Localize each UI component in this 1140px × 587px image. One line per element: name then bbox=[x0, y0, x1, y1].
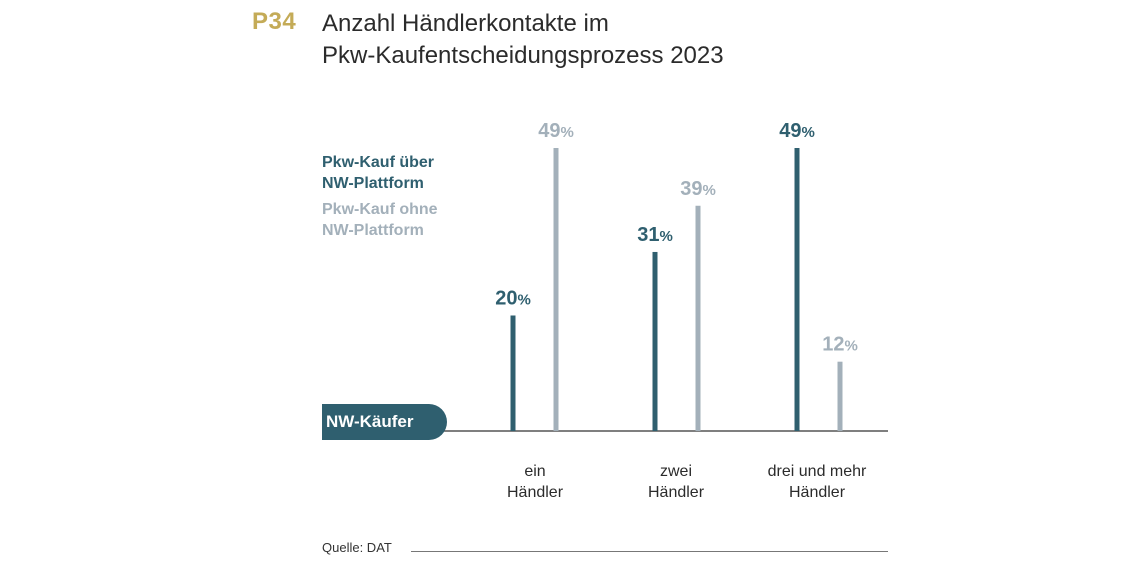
data-label-s2-c1: 49% bbox=[538, 120, 574, 142]
chart-title-line-1: Anzahl Händlerkontakte im bbox=[322, 10, 609, 37]
chart-title-line-2: Pkw-Kaufentscheidungsprozess 2023 bbox=[322, 42, 724, 69]
bars-group: 20% 31% 49% 49% 39% 12% bbox=[495, 120, 858, 431]
data-label-s1-c1: 20% bbox=[495, 287, 531, 309]
category-label-3-line-1: drei und mehr bbox=[767, 463, 867, 480]
data-label-s2-c2: 39% bbox=[680, 178, 716, 200]
category-label-2: zwei Händler bbox=[596, 461, 756, 503]
bar-s2-c3 bbox=[837, 361, 843, 431]
category-label-1-line-1: ein bbox=[524, 463, 546, 480]
category-label-3: drei und mehr Händler bbox=[737, 461, 897, 503]
legend-series-2-line-2: NW-Plattform bbox=[322, 222, 424, 239]
category-label-2-line-2: Händler bbox=[647, 484, 705, 501]
nw-kaeufer-badge: NW-Käufer bbox=[322, 404, 447, 440]
legend-series-1-line-1: Pkw-Kauf über bbox=[322, 154, 435, 171]
data-label-s1-c3: 49% bbox=[779, 120, 815, 142]
chart-code: P34 bbox=[252, 8, 297, 35]
bar-s2-c2 bbox=[695, 205, 701, 431]
bar-s1-c3 bbox=[794, 148, 800, 431]
source-rule bbox=[411, 551, 888, 552]
legend-series-1-line-2: NW-Plattform bbox=[322, 175, 424, 192]
legend-series-2-line-1: Pkw-Kauf ohne bbox=[322, 201, 438, 218]
legend-series-1: Pkw-Kauf über NW-Plattform bbox=[322, 152, 434, 194]
legend-series-2: Pkw-Kauf ohne NW-Plattform bbox=[322, 199, 438, 241]
data-label-s2-c3: 12% bbox=[822, 334, 858, 356]
bar-s1-c1 bbox=[510, 315, 516, 431]
category-label-2-line-1: zwei bbox=[659, 463, 692, 480]
category-label-3-line-2: Händler bbox=[788, 484, 846, 501]
category-label-1-line-2: Händler bbox=[506, 484, 564, 501]
bar-s2-c1 bbox=[553, 148, 559, 431]
category-label-1: ein Händler bbox=[455, 461, 615, 503]
bar-s1-c2 bbox=[652, 251, 658, 431]
chart-title: Anzahl Händlerkontakte im Pkw-Kaufentsch… bbox=[322, 8, 724, 72]
source-note: Quelle: DAT bbox=[322, 540, 392, 555]
data-label-s1-c2: 31% bbox=[637, 224, 673, 246]
